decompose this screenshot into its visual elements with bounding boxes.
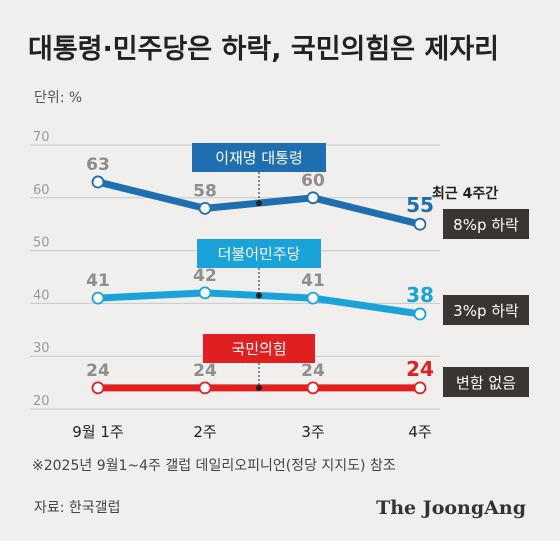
series-2: 41 42 41 38 더불어민주당: [86, 239, 434, 321]
data-label: 24: [406, 357, 434, 381]
data-label: 41: [301, 271, 325, 291]
y-tick-label: 20: [33, 394, 50, 409]
data-point: [198, 201, 212, 215]
callout-dot: [256, 384, 262, 391]
y-tick-label: 30: [33, 341, 50, 356]
chart-title: 대통령·민주당은 하락, 국민의힘은 제자리: [28, 34, 499, 65]
y-tick-label: 60: [33, 183, 50, 198]
x-tick-label: 9월 1주: [72, 423, 123, 441]
y-tick-label: 40: [33, 288, 50, 303]
y-tick-label: 50: [33, 236, 50, 251]
data-label: 55: [406, 193, 434, 217]
data-label: 63: [86, 155, 110, 175]
series-name: 더불어민주당: [218, 245, 301, 263]
data-label: 24: [301, 361, 325, 381]
right-header: 최근 4주간: [432, 185, 498, 202]
data-point: [306, 191, 320, 205]
data-point: [91, 291, 105, 305]
brand-logo: The JoongAng: [376, 497, 526, 519]
series-name-pill: [197, 239, 321, 268]
x-tick-label: 3주: [301, 423, 324, 441]
change-label: 8%p 하락: [453, 216, 519, 234]
series-name: 이재명 대통령: [215, 149, 303, 167]
data-point: [91, 381, 105, 395]
series-name-pill: [192, 143, 326, 172]
data-point: [91, 175, 105, 189]
data-label: 42: [193, 266, 217, 286]
x-tick-label: 4주: [408, 423, 431, 441]
data-label: 41: [86, 271, 110, 291]
data-point: [306, 291, 320, 305]
source: 자료: 한국갤럽: [34, 500, 120, 516]
change-box: [443, 209, 529, 239]
y-tick-label: 70: [33, 130, 50, 145]
callout-dot: [256, 292, 262, 299]
series-name-pill: [203, 334, 315, 363]
footnote: ※2025년 9월1~4주 갤럽 데일리오피니언(정당 지지도) 참조: [32, 458, 396, 474]
change-box: [443, 367, 529, 397]
data-label: 60: [301, 171, 325, 191]
unit-label: 단위: %: [34, 90, 82, 106]
callout-dot: [256, 200, 262, 207]
x-tick-label: 2주: [193, 423, 216, 441]
data-point: [413, 307, 427, 321]
data-label: 24: [86, 361, 110, 381]
data-label: 58: [193, 181, 217, 201]
data-point: [413, 217, 427, 231]
data-label: 38: [406, 283, 434, 307]
change-label: 변함 없음: [456, 374, 516, 392]
data-point: [413, 381, 427, 395]
change-label: 3%p 하락: [453, 302, 519, 320]
series-3: 24 24 24 24 국민의힘: [86, 334, 434, 395]
data-point: [198, 286, 212, 300]
series-1: 63 58 60 55 이재명 대통령: [86, 143, 434, 231]
data-label: 24: [193, 361, 217, 381]
series-name: 국민의힘: [231, 340, 286, 358]
change-box: [443, 295, 529, 325]
data-point: [306, 381, 320, 395]
data-point: [198, 381, 212, 395]
